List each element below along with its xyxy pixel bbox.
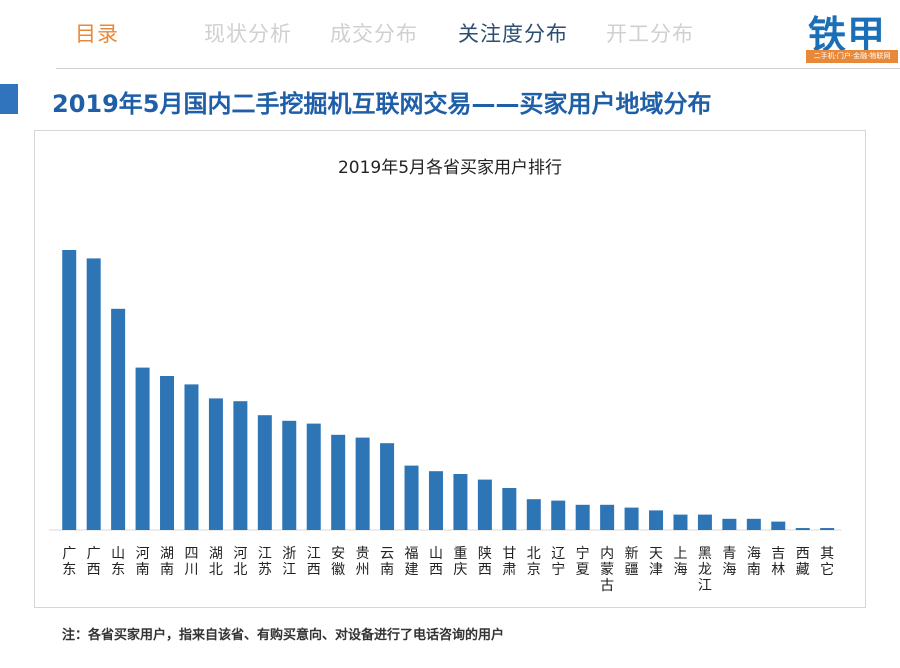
bar-11 xyxy=(331,434,346,530)
x-tick-label-2: 山东 xyxy=(111,546,125,578)
x-tick-label-19: 北京 xyxy=(527,546,541,578)
bar-21 xyxy=(575,504,590,530)
nav-toc[interactable]: 目录 xyxy=(75,22,119,46)
bar-9 xyxy=(282,420,297,530)
x-tick-label-20: 辽宁 xyxy=(551,546,565,578)
x-tick-label-22: 内蒙古 xyxy=(600,546,614,594)
x-tick-label-26: 黑龙江 xyxy=(698,546,712,594)
bar-8 xyxy=(257,415,272,530)
nav-tab-operation-distribution[interactable]: 开工分布 xyxy=(606,22,694,46)
x-tick-label-16: 重庆 xyxy=(453,546,467,578)
bar-6 xyxy=(208,398,223,530)
x-tick-label-11: 安徽 xyxy=(331,546,345,578)
bar-29 xyxy=(771,521,786,530)
x-tick-label-28: 海南 xyxy=(747,546,761,578)
bar-31 xyxy=(820,528,835,530)
logo-text: 铁甲 xyxy=(808,13,887,57)
x-tick-label-17: 陕西 xyxy=(478,546,492,578)
x-tick-label-18: 甘肃 xyxy=(502,546,516,578)
x-tick-label-29: 吉林 xyxy=(771,546,785,578)
x-tick-label-6: 湖北 xyxy=(209,546,223,578)
bar-18 xyxy=(502,488,517,530)
bar-0 xyxy=(62,250,77,530)
bar-27 xyxy=(722,518,737,530)
x-tick-label-23: 新疆 xyxy=(625,546,639,578)
x-tick-label-21: 宁夏 xyxy=(576,545,590,578)
x-tick-label-5: 四川 xyxy=(184,546,198,578)
category-labels: 广东广西山东河南湖南四川湖北河北江苏浙江江西安徽贵州云南福建山西重庆陕西甘肃北京… xyxy=(62,545,834,594)
bar-28 xyxy=(746,518,761,530)
bar-1 xyxy=(86,258,101,530)
x-tick-label-12: 贵州 xyxy=(356,546,370,578)
bar-19 xyxy=(526,499,541,530)
top-navigation: 目录 现状分析 成交分布 关注度分布 开工分布 铁甲 二手机·门户·金融·物联网 xyxy=(0,0,900,70)
bar-16 xyxy=(453,474,468,530)
bar-25 xyxy=(673,514,688,530)
bar-5 xyxy=(184,384,199,530)
footnote: 注：各省买家用户，指来自该省、有购买意向、对设备进行了电话咨询的用户 xyxy=(62,628,505,643)
bar-26 xyxy=(697,514,712,530)
x-tick-label-8: 江苏 xyxy=(258,546,272,578)
bar-2 xyxy=(111,308,126,530)
x-tick-label-15: 山西 xyxy=(429,546,443,578)
nav-tab-deal-distribution[interactable]: 成交分布 xyxy=(330,22,418,46)
x-tick-label-9: 浙江 xyxy=(282,546,296,578)
bar-group xyxy=(62,250,835,530)
nav-tab-status-analysis[interactable]: 现状分析 xyxy=(204,22,292,46)
page-title: 2019年5月国内二手挖掘机互联网交易——买家用户地域分布 xyxy=(52,90,712,118)
logo-tagline: 二手机·门户·金融·物联网 xyxy=(806,50,898,63)
bar-7 xyxy=(233,401,248,530)
bar-17 xyxy=(477,479,492,530)
nav-tab-attention-distribution[interactable]: 关注度分布 xyxy=(458,22,568,46)
x-tick-label-27: 青海 xyxy=(722,546,736,578)
bar-14 xyxy=(404,465,419,530)
chart-panel: 2019年5月各省买家用户排行 广东 广西 山东 河南 湖南 四川 湖北 河北 江苏 浙江 江西 安徽… xyxy=(34,130,866,608)
bar-23 xyxy=(624,507,639,530)
chart-title: 2019年5月各省买家用户排行 xyxy=(338,158,562,178)
bar-chart: 2019年5月各省买家用户排行 广东广西山东河南湖南四川湖北河北江苏浙江江西安徽… xyxy=(49,158,842,594)
x-tick-label-10: 江西 xyxy=(307,546,321,578)
x-tick-label-0: 广东 xyxy=(62,546,76,578)
x-tick-label-25: 上海 xyxy=(673,546,687,578)
bar-13 xyxy=(380,443,395,530)
bar-22 xyxy=(600,504,615,530)
x-tick-label-24: 天津 xyxy=(649,546,663,578)
bar-3 xyxy=(135,367,150,530)
x-tick-label-1: 广西 xyxy=(87,546,101,578)
bar-10 xyxy=(306,423,321,530)
bar-20 xyxy=(551,500,566,530)
bar-15 xyxy=(428,471,443,530)
x-tick-label-13: 云南 xyxy=(380,546,394,578)
x-tick-label-7: 河北 xyxy=(233,546,247,578)
bar-24 xyxy=(649,510,664,530)
title-accent-bar xyxy=(0,84,18,114)
x-tick-label-30: 西藏 xyxy=(796,546,810,578)
nav-divider xyxy=(56,68,900,69)
x-tick-label-3: 河南 xyxy=(136,546,150,578)
x-tick-label-4: 湖南 xyxy=(160,546,174,578)
x-tick-label-31: 其它 xyxy=(820,546,834,578)
brand-logo: 铁甲 二手机·门户·金融·物联网 xyxy=(802,4,900,68)
bar-30 xyxy=(795,528,810,530)
bar-4 xyxy=(160,376,175,530)
x-tick-label-14: 福建 xyxy=(405,546,419,578)
bar-12 xyxy=(355,437,370,530)
